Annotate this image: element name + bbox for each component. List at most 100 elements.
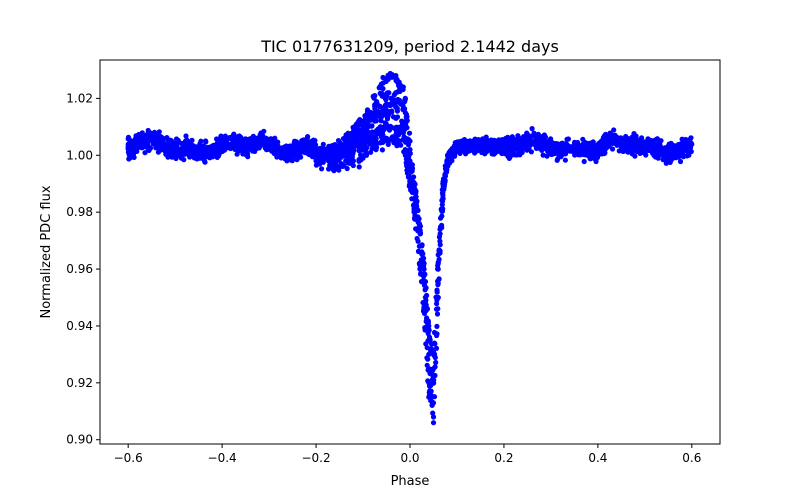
baseline-point (222, 146, 228, 152)
baseline-point (680, 149, 686, 156)
eclipse-point (427, 389, 434, 395)
eclipse-point (356, 164, 362, 170)
baseline-point (594, 155, 601, 161)
y-tick-label: 0.96 (66, 262, 93, 276)
baseline-point (202, 159, 208, 165)
y-tick-label: 1.00 (66, 148, 93, 162)
eclipse-anchor-point (393, 90, 399, 96)
baseline-point (510, 148, 516, 154)
data-points (125, 70, 695, 426)
eclipse-point (433, 345, 440, 351)
eclipse-anchor-point (393, 73, 399, 79)
baseline-point (134, 146, 140, 152)
eclipse-point (424, 318, 430, 324)
baseline-point (165, 154, 171, 160)
baseline-point (242, 136, 248, 142)
eclipse-point (336, 151, 342, 157)
baseline-point (129, 138, 135, 144)
eclipse-anchor-point (416, 243, 422, 249)
eclipse-point (439, 213, 445, 219)
baseline-point (533, 145, 540, 151)
baseline-point (268, 136, 274, 142)
baseline-point (156, 129, 162, 135)
baseline-point (621, 138, 627, 144)
baseline-point (667, 159, 673, 165)
eclipse-point (429, 402, 435, 408)
baseline-point (152, 136, 159, 142)
eclipse-point (349, 154, 355, 160)
eclipse-anchor-point (360, 127, 366, 133)
baseline-point (278, 155, 284, 161)
baseline-point (639, 135, 645, 141)
eclipse-point (343, 138, 349, 145)
eclipse-point (330, 167, 336, 173)
eclipse-point (463, 140, 469, 147)
eclipse-point (431, 340, 438, 346)
eclipse-point (363, 152, 370, 158)
baseline-point (667, 147, 674, 153)
eclipse-point (326, 158, 332, 164)
eclipse-point (491, 141, 497, 147)
baseline-point (293, 139, 300, 145)
baseline-point (528, 142, 534, 148)
eclipse-anchor-point (430, 420, 437, 426)
eclipse-anchor-point (430, 414, 437, 420)
baseline-point (515, 133, 521, 139)
x-tick-label: 0.2 (494, 451, 513, 465)
baseline-point (628, 145, 634, 151)
eclipse-point (411, 209, 417, 215)
eclipse-point (405, 136, 411, 142)
baseline-point (529, 126, 535, 132)
baseline-point (284, 156, 291, 162)
eclipse-point (380, 80, 386, 86)
eclipse-anchor-point (501, 144, 507, 150)
eclipse-point (405, 142, 412, 148)
eclipse-anchor-point (421, 309, 427, 315)
eclipse-point (425, 330, 431, 337)
baseline-point (515, 146, 522, 152)
y-tick-label: 0.92 (66, 376, 93, 390)
y-tick-label: 0.94 (66, 319, 93, 333)
baseline-point (677, 158, 684, 165)
baseline-point (657, 143, 663, 149)
eclipse-anchor-point (393, 104, 399, 110)
eclipse-point (500, 138, 506, 144)
eclipse-anchor-point (426, 337, 432, 343)
baseline-point (214, 136, 220, 142)
x-axis-ticks: −0.6 −0.4 −0.2 0.0 0.2 0.4 0.6 (114, 444, 701, 465)
eclipse-anchor-point (383, 112, 390, 119)
baseline-point (576, 147, 582, 153)
y-tick-label: 1.02 (66, 91, 93, 105)
baseline-point (141, 143, 147, 149)
eclipse-point (405, 148, 411, 154)
eclipse-point (409, 177, 415, 183)
eclipse-point (415, 216, 421, 222)
baseline-point (686, 146, 692, 153)
eclipse-point (444, 167, 450, 173)
baseline-point (189, 137, 195, 143)
baseline-point (559, 146, 565, 152)
eclipse-point (383, 97, 389, 103)
baseline-point (182, 143, 188, 149)
eclipse-anchor-point (360, 155, 366, 161)
baseline-point (235, 148, 241, 154)
eclipse-point (343, 158, 349, 164)
baseline-point (600, 148, 606, 154)
baseline-point (528, 149, 535, 155)
baseline-point (680, 154, 687, 160)
baseline-point (203, 151, 209, 157)
eclipse-point (361, 122, 367, 128)
baseline-point (227, 135, 233, 141)
eclipse-anchor-point (402, 95, 408, 101)
eclipse-anchor-point (372, 104, 378, 110)
eclipse-point (319, 166, 325, 172)
baseline-point (629, 135, 635, 141)
eclipse-anchor-point (407, 181, 413, 187)
baseline-point (274, 154, 280, 160)
eclipse-anchor-point (440, 192, 446, 198)
baseline-point (173, 155, 179, 162)
baseline-point (158, 135, 164, 141)
baseline-point (188, 143, 194, 149)
eclipse-point (467, 138, 473, 144)
